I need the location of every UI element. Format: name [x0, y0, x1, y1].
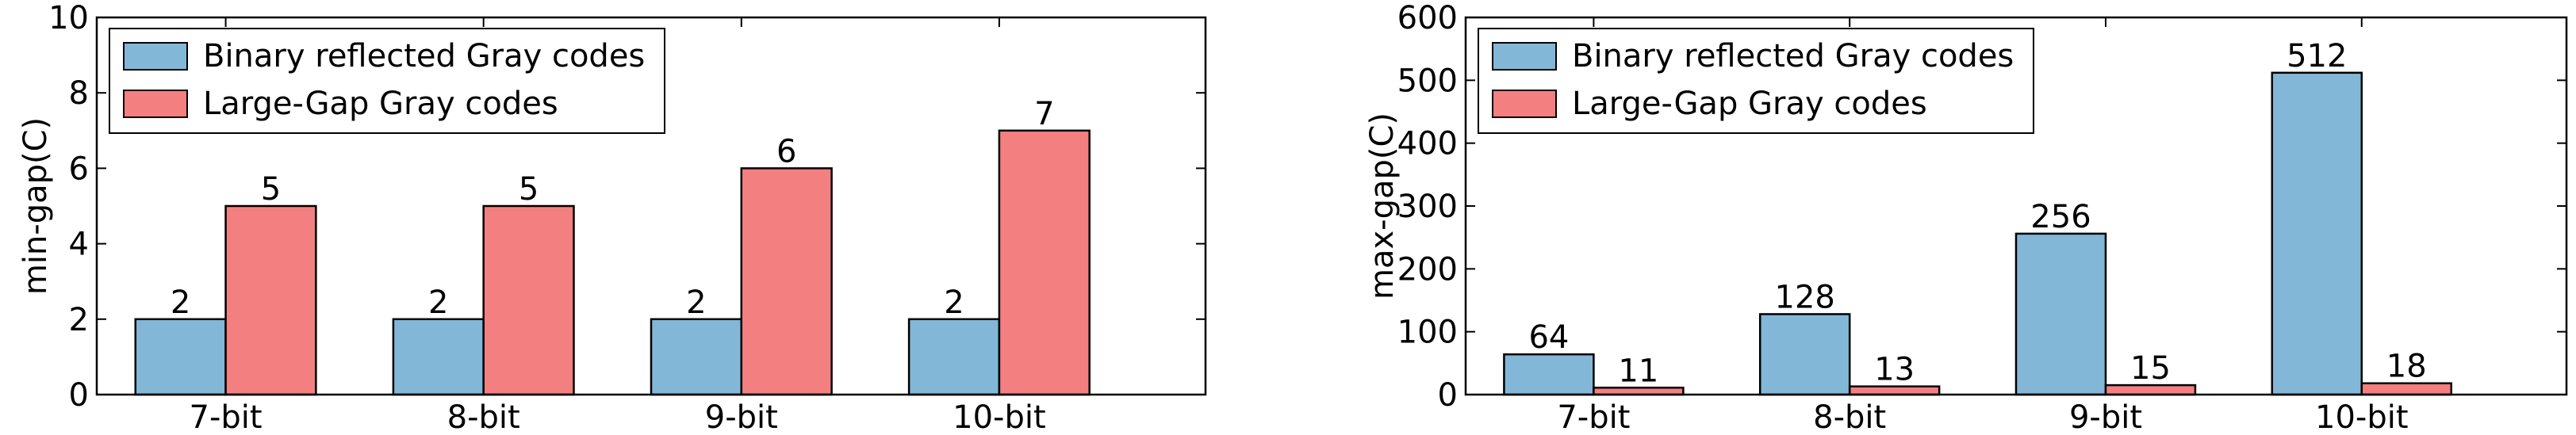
y-tick-label: 200 [1397, 251, 1458, 288]
y-axis-label: min-gap(C) [17, 117, 54, 295]
y-tick-label: 8 [69, 75, 89, 112]
x-tick-label-9-bit: 9-bit [2069, 399, 2142, 431]
bar-series2-9-bit [740, 167, 833, 396]
legend-box [109, 28, 665, 134]
value-label-series1-7-bit: 2 [171, 284, 190, 321]
y-axis-label: max-gap(C) [1364, 113, 1401, 300]
x-tick-label-10-bit: 10-bit [2315, 399, 2409, 431]
value-label-series2-10-bit: 18 [2386, 349, 2427, 385]
bar-series1-9-bit [650, 318, 743, 396]
y-tick-label: 400 [1397, 126, 1458, 162]
bar-series2-8-bit [482, 204, 575, 396]
value-label-series1-8-bit: 2 [428, 284, 448, 321]
y-tick-label: 6 [69, 151, 89, 187]
bar-series1-8-bit [1758, 313, 1851, 396]
legend-swatch-1 [123, 42, 188, 71]
y-tick-label: 0 [69, 377, 89, 414]
y-tick-label: 100 [1397, 315, 1458, 351]
chart-panel-2: 64 128 256 512 11 13 15 18 0 100 200 300 400 500 600 7-… [1364, 0, 2568, 435]
value-label-series2-9-bit: 15 [2130, 350, 2171, 387]
value-label-series2-9-bit: 6 [776, 133, 796, 170]
value-label-series2-10-bit: 7 [1034, 96, 1054, 132]
x-tick-label-9-bit: 9-bit [705, 399, 778, 431]
bar-series1-10-bit [907, 318, 1001, 396]
value-label-series1-10-bit: 2 [944, 284, 964, 321]
legend-label-2: Large-Gap Gray codes [1572, 86, 1927, 122]
bar-series2-7-bit [224, 204, 317, 396]
y-tick-label: 500 [1397, 63, 1458, 99]
value-label-series1-9-bit: 256 [2030, 199, 2091, 235]
legend-swatch-2 [1492, 90, 1557, 118]
value-label-series1-10-bit: 512 [2287, 38, 2347, 74]
legend-label-2: Large-Gap Gray codes [203, 86, 558, 122]
x-tick-label-7-bit: 7-bit [190, 399, 263, 431]
bar-series1-7-bit [134, 318, 227, 396]
value-label-series1-7-bit: 64 [1528, 319, 1569, 356]
x-tick-label-7-bit: 7-bit [1557, 399, 1630, 431]
value-label-series2-7-bit: 5 [261, 171, 281, 208]
legend-label-1: Binary reflected Gray codes [203, 38, 645, 74]
chart-panel-1: 2 2 2 2 5 5 6 7 0 2 4 6 8 10 7-bit 8-bit 9-bit 10-bit min-… [17, 0, 1207, 435]
bar-series1-7-bit [1503, 353, 1595, 396]
value-label-series2-8-bit: 5 [519, 171, 539, 208]
bar-series2-10-bit [2360, 382, 2452, 396]
value-label-series2-8-bit: 13 [1874, 352, 1915, 388]
value-label-series1-9-bit: 2 [686, 284, 706, 321]
bar-series1-8-bit [392, 318, 485, 396]
y-tick-label: 0 [1438, 377, 1458, 414]
legend-swatch-2 [123, 90, 188, 118]
value-label-series2-7-bit: 11 [1618, 353, 1658, 389]
bar-series2-10-bit [998, 129, 1091, 396]
plot-frame [95, 16, 1207, 396]
x-tick-label-8-bit: 8-bit [1813, 399, 1886, 431]
bar-series1-9-bit [2014, 232, 2107, 396]
bar-series1-10-bit [2271, 71, 2363, 396]
y-tick-label: 10 [48, 0, 89, 36]
y-tick-label: 4 [69, 227, 89, 263]
x-tick-label-8-bit: 8-bit [447, 399, 520, 431]
legend-box [1478, 28, 2034, 134]
legend-swatch-1 [1492, 42, 1557, 71]
x-tick-label-10-bit: 10-bit [953, 399, 1046, 431]
y-tick-label: 2 [69, 302, 89, 338]
y-tick-label: 300 [1397, 189, 1458, 225]
value-label-series1-8-bit: 128 [1775, 279, 1835, 315]
legend-label-1: Binary reflected Gray codes [1572, 38, 2014, 74]
y-tick-label: 600 [1397, 0, 1458, 36]
